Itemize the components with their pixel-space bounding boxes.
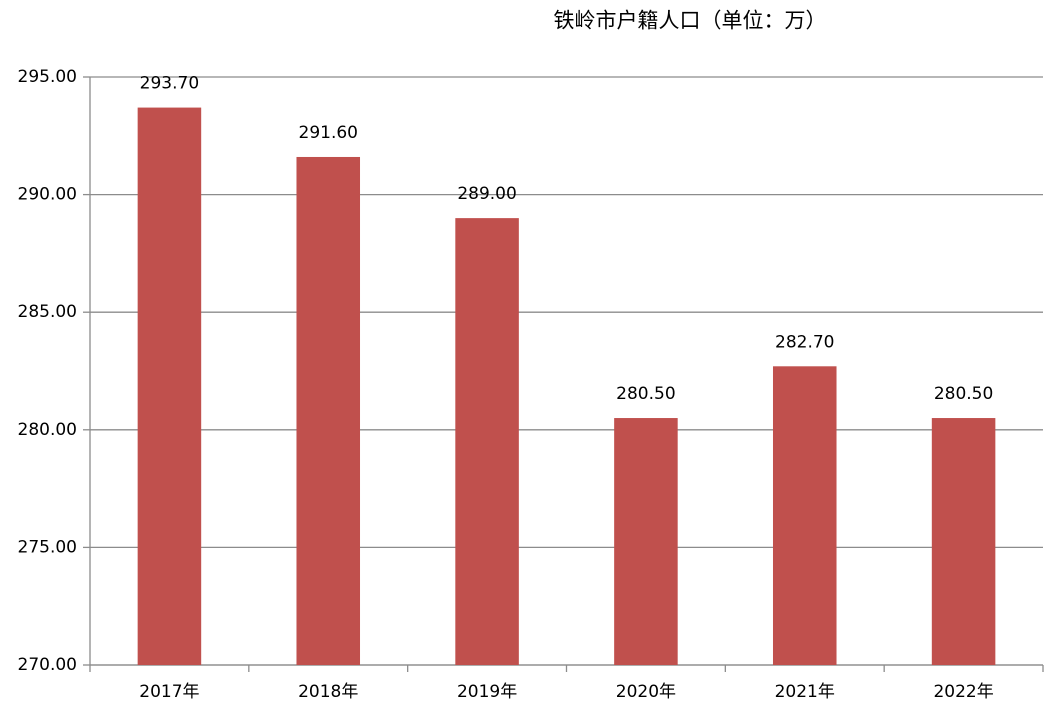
y-tick-label: 290.00 (18, 185, 77, 205)
x-tick-label: 2018年 (298, 682, 358, 702)
data-label: 289.00 (457, 184, 516, 204)
x-tick-label: 2017年 (139, 682, 199, 702)
data-label: 293.70 (140, 74, 199, 94)
data-label: 291.60 (299, 123, 358, 143)
x-tick-label: 2020年 (616, 682, 676, 702)
data-label: 280.50 (934, 384, 993, 404)
bar (931, 418, 996, 665)
data-label: 280.50 (616, 384, 675, 404)
data-label: 282.70 (775, 332, 834, 352)
bar (614, 418, 678, 665)
y-tick-label: 275.00 (18, 537, 77, 557)
bar (137, 107, 202, 666)
chart-title: 铁岭市户籍人口（单位：万） (554, 9, 827, 33)
y-tick-label: 280.00 (18, 420, 77, 440)
x-tick-label: 2021年 (775, 682, 835, 702)
y-tick-label: 285.00 (18, 302, 77, 322)
bar (455, 218, 519, 665)
bar (772, 366, 837, 665)
y-tick-label: 295.00 (18, 67, 77, 87)
y-tick-label: 270.00 (18, 655, 77, 675)
x-tick-label: 2022年 (933, 682, 993, 702)
bar (296, 156, 361, 665)
x-tick-label: 2019年 (457, 682, 517, 702)
